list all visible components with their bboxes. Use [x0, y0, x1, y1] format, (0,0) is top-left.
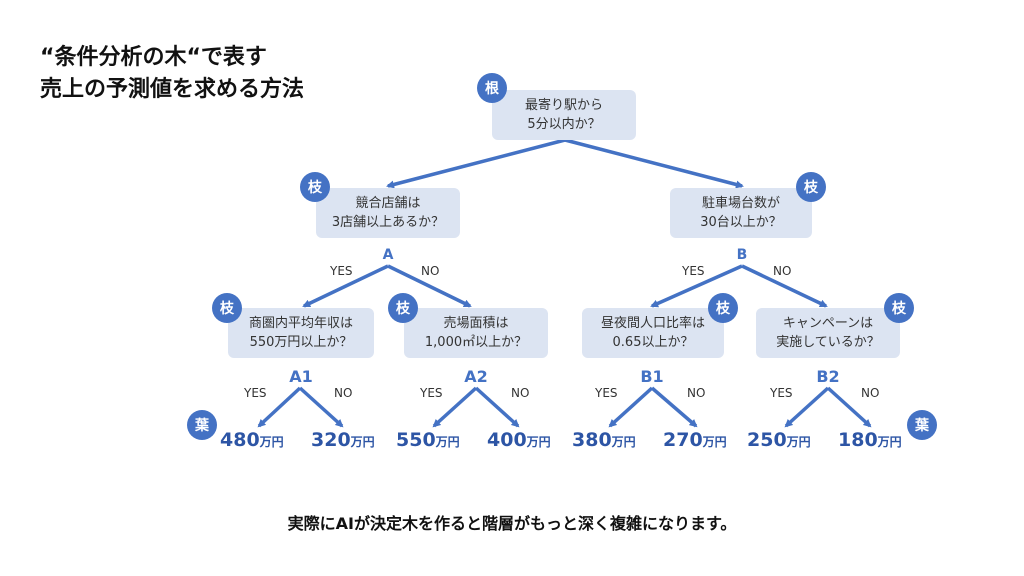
node-a2: 売場面積は 1,000㎡以上か？	[404, 308, 548, 358]
label-a1: A1	[289, 367, 313, 386]
node-root: 最寄り駅から 5分以内か？	[492, 90, 636, 140]
arrow-b1-no	[650, 386, 698, 428]
arrow-b-no	[741, 264, 828, 308]
node-left: 競合店舗は 3店舗以上あるか？	[316, 188, 460, 238]
yes-b2: YES	[770, 386, 793, 400]
label-b: B	[736, 247, 748, 263]
leaf-a1-yes: 480万円	[220, 429, 284, 451]
yes-b: YES	[682, 264, 705, 278]
arrow-b1-yes	[608, 386, 654, 428]
badge-branch-b2: 枝	[884, 293, 914, 323]
arrow-b2-yes	[784, 386, 830, 428]
yes-a: YES	[330, 264, 353, 278]
arrow-b2-no	[826, 386, 872, 428]
node-right: 駐車場台数が 30台以上か？	[670, 188, 812, 238]
arrow-root-left	[386, 138, 566, 189]
slide-title: “条件分析の木“で表す 売上の予測値を求める方法	[40, 42, 304, 106]
title-line-2: 売上の予測値を求める方法	[40, 77, 305, 102]
leaf-b2-no: 180万円	[838, 429, 902, 451]
leaf-a2-no: 400万円	[487, 429, 551, 451]
no-a1: NO	[334, 386, 353, 400]
badge-branch-a2: 枝	[388, 293, 418, 323]
badge-branch-a1: 枝	[212, 293, 242, 323]
leaf-b1-no: 270万円	[663, 429, 727, 451]
label-a: A	[382, 247, 394, 263]
yes-a1: YES	[244, 386, 267, 400]
arrow-a2-no	[474, 386, 520, 428]
no-b: NO	[773, 264, 792, 278]
label-a2: A2	[464, 367, 488, 386]
leaf-a1-no: 320万円	[311, 429, 375, 451]
badge-branch-b1: 枝	[708, 293, 738, 323]
node-b2: キャンペーンは 実施しているか？	[756, 308, 900, 358]
label-b2: B2	[816, 367, 840, 386]
leaf-b1-yes: 380万円	[572, 429, 636, 451]
no-b2: NO	[861, 386, 880, 400]
no-a: NO	[421, 264, 440, 278]
yes-b1: YES	[595, 386, 618, 400]
arrow-a-no	[387, 264, 472, 308]
node-b1: 昼夜間人口比率は 0.65以上か？	[582, 308, 724, 358]
badge-root: 根	[477, 73, 507, 103]
yes-a2: YES	[420, 386, 443, 400]
leaf-b2-yes: 250万円	[747, 429, 811, 451]
arrow-a1-no	[298, 386, 344, 428]
arrow-b-yes	[650, 264, 743, 308]
badge-leaf-left: 葉	[187, 410, 217, 440]
arrow-a1-yes	[257, 386, 302, 428]
title-line-1: “条件分析の木“で表す	[40, 45, 267, 70]
label-b1: B1	[640, 367, 664, 386]
no-a2: NO	[511, 386, 530, 400]
badge-leaf-right: 葉	[907, 410, 937, 440]
leaf-a2-yes: 550万円	[396, 429, 460, 451]
arrow-a2-yes	[432, 386, 478, 428]
badge-branch-right: 枝	[796, 172, 826, 202]
arrow-a-yes	[302, 264, 389, 308]
node-a1: 商圏内平均年収は 550万円以上か？	[228, 308, 374, 358]
footer-note: 実際にAIが決定木を作ると階層がもっと深く複雑になります。	[287, 514, 737, 533]
arrow-root-right	[564, 138, 744, 189]
badge-branch-left: 枝	[300, 172, 330, 202]
no-b1: NO	[687, 386, 706, 400]
